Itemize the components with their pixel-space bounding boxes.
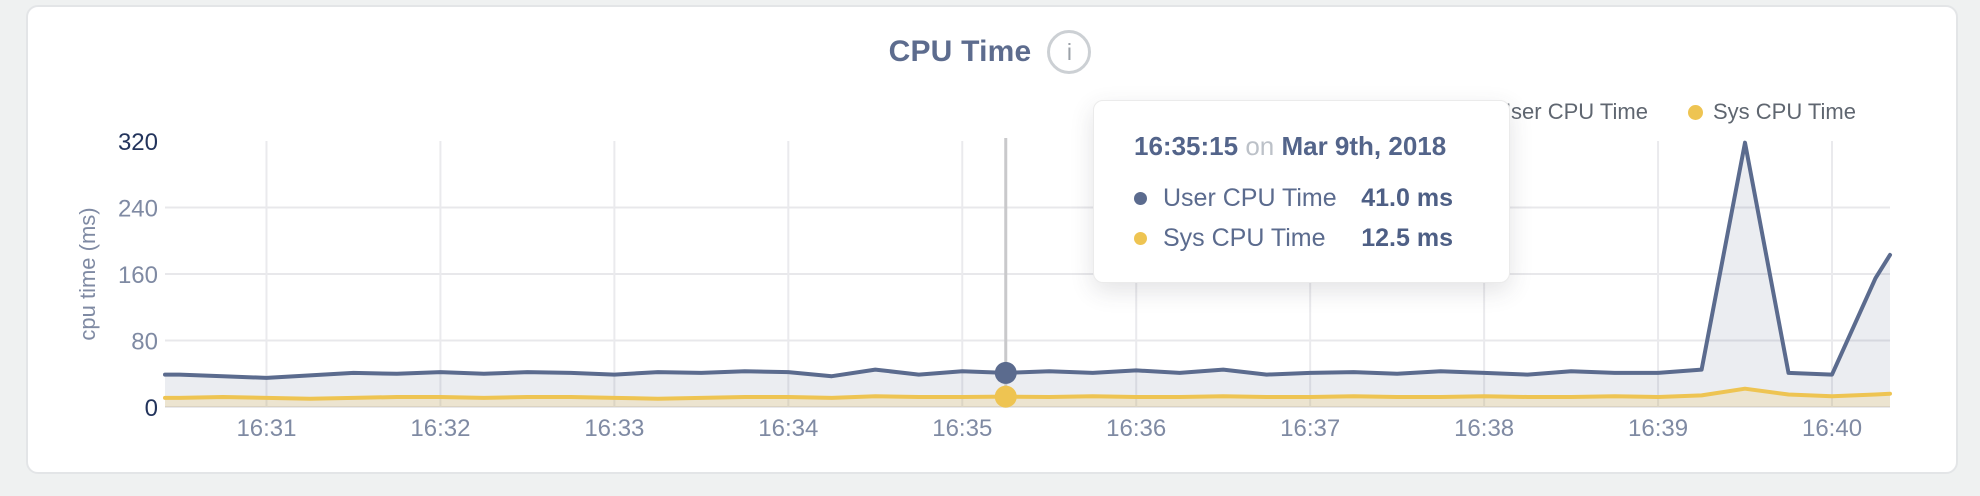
x-tick-label: 16:38 [1454, 415, 1514, 442]
user-cpu-line [163, 140, 1892, 380]
chart-tooltip: 16:35:15 on Mar 9th, 2018 User CPU Time 4… [1093, 100, 1510, 283]
hover-point [994, 361, 1017, 384]
x-tick-label: 16:39 [1628, 415, 1688, 442]
tooltip-conjunction: on [1245, 131, 1275, 161]
x-tick-label: 16:34 [758, 415, 818, 442]
tooltip-series-dot-icon [1134, 191, 1147, 205]
user-cpu-area [165, 142, 1890, 407]
y-tick-label: 80 [131, 329, 158, 356]
legend-label: Sys CPU Time [1712, 99, 1856, 124]
chart-header: CPU Time i [0, 30, 1980, 74]
info-icon[interactable]: i [1047, 30, 1092, 74]
chart-title: CPU Time [888, 35, 1032, 68]
x-tick-label: 16:32 [410, 415, 470, 442]
tooltip-series-value: 41.0 ms [1361, 183, 1453, 212]
hover-point [994, 385, 1017, 408]
x-tick-label: 16:40 [1802, 415, 1862, 442]
tooltip-series-name: User CPU Time [1163, 183, 1337, 212]
sys-cpu-line [163, 386, 1892, 401]
tooltip-series-name: Sys CPU Time [1163, 223, 1326, 252]
tooltip-row: Sys CPU Time 12.5 ms [1134, 218, 1453, 258]
x-tick-label: 16:37 [1280, 415, 1340, 442]
y-tick-label: 160 [118, 262, 158, 289]
legend-label: User CPU Time [1495, 99, 1648, 124]
y-tick-label: 0 [145, 395, 158, 422]
x-tick-label: 16:33 [584, 415, 644, 442]
y-tick-label: 320 [118, 129, 158, 156]
tooltip-header: 16:35:15 on Mar 9th, 2018 [1134, 131, 1453, 162]
x-tick-label: 16:35 [932, 415, 992, 442]
tooltip-row: User CPU Time 41.0 ms [1134, 178, 1453, 218]
legend-item[interactable]: Sys CPU Time [1687, 99, 1856, 125]
tooltip-time: 16:35:15 [1134, 131, 1239, 161]
legend-dot-icon [1687, 104, 1703, 120]
x-tick-label: 16:31 [236, 415, 296, 442]
legend: User CPU Time Sys CPU Time [1470, 99, 1856, 125]
tooltip-series-dot-icon [1134, 231, 1147, 245]
tooltip-rows: User CPU Time 41.0 ms Sys CPU Time 12.5 ms [1134, 178, 1453, 258]
y-tick-label: 240 [118, 196, 158, 223]
y-axis-title: cpu time (ms) [75, 207, 100, 341]
tooltip-date: Mar 9th, 2018 [1281, 131, 1447, 161]
tooltip-series-value: 12.5 ms [1361, 223, 1453, 252]
x-tick-label: 16:36 [1106, 415, 1166, 442]
